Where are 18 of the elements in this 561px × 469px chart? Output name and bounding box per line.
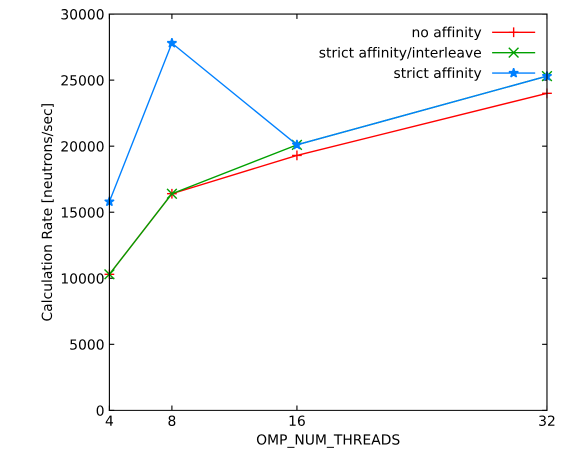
legend-label: strict affinity/interleave [320, 46, 481, 60]
x-tick-label: 32 [539, 415, 554, 426]
x-tick-label: 4 [106, 416, 114, 426]
x-tick-label: 8 [168, 415, 176, 426]
x-tick-label: 16 [290, 415, 305, 426]
y-tick-label: 15000 [62, 207, 104, 218]
y-tick-label: 20000 [61, 141, 104, 152]
legend-label: no affinity [412, 26, 482, 40]
y-axis-title: Calculation Rate [neutrons/sec] [41, 104, 54, 321]
y-tick-label: 5000 [70, 339, 104, 350]
y-tick-label: 0 [96, 405, 104, 416]
y-tick-label: 25000 [61, 75, 104, 86]
point [291, 150, 302, 161]
point [166, 38, 178, 48]
y-tick-label: 30000 [61, 9, 104, 20]
legend-label: strict affinity [394, 67, 482, 81]
y-tick-label: 10000 [62, 273, 104, 284]
x-axis-title: OMP_NUM_THREADS [256, 434, 400, 448]
